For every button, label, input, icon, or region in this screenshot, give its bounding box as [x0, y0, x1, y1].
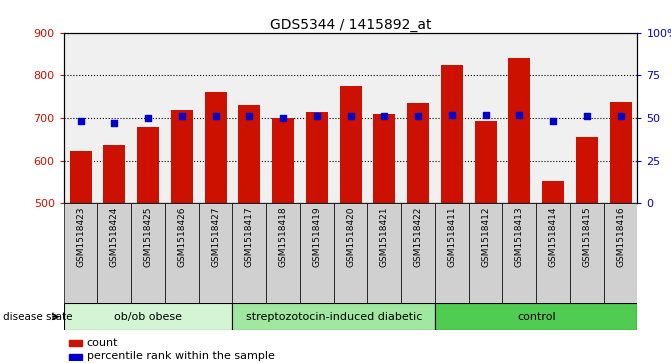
Bar — [536, 203, 570, 303]
Bar — [435, 203, 469, 303]
Point — [345, 113, 356, 119]
Bar — [441, 65, 463, 203]
Bar — [306, 111, 328, 203]
Point — [311, 113, 322, 119]
Bar — [373, 114, 395, 203]
Bar — [542, 181, 564, 203]
Bar — [407, 103, 429, 203]
Bar — [64, 303, 232, 330]
Text: GSM1518413: GSM1518413 — [515, 206, 524, 267]
Bar — [272, 118, 294, 203]
Text: GSM1518417: GSM1518417 — [245, 206, 254, 267]
Bar — [64, 203, 97, 303]
Text: GSM1518412: GSM1518412 — [481, 206, 490, 267]
Point — [109, 120, 119, 126]
Point — [244, 113, 255, 119]
Bar — [340, 86, 362, 203]
Point — [582, 113, 592, 119]
Point — [548, 118, 558, 124]
Bar — [503, 203, 536, 303]
Point — [210, 113, 221, 119]
Bar — [266, 203, 300, 303]
Bar — [604, 203, 637, 303]
Text: GSM1518425: GSM1518425 — [144, 206, 152, 267]
Text: GSM1518422: GSM1518422 — [413, 206, 423, 267]
Bar — [103, 145, 125, 203]
Title: GDS5344 / 1415892_at: GDS5344 / 1415892_at — [270, 18, 431, 32]
Bar — [610, 102, 631, 203]
Text: GSM1518420: GSM1518420 — [346, 206, 355, 267]
Point — [278, 115, 289, 121]
Bar — [70, 340, 82, 346]
Bar — [435, 303, 637, 330]
Text: GSM1518415: GSM1518415 — [582, 206, 591, 267]
Bar — [199, 203, 232, 303]
Point — [413, 113, 423, 119]
Bar — [570, 203, 604, 303]
Bar — [576, 137, 598, 203]
Text: GSM1518418: GSM1518418 — [278, 206, 288, 267]
Text: ob/ob obese: ob/ob obese — [114, 312, 182, 322]
Text: GSM1518421: GSM1518421 — [380, 206, 389, 267]
Bar — [300, 203, 333, 303]
Text: streptozotocin-induced diabetic: streptozotocin-induced diabetic — [246, 312, 422, 322]
Point — [446, 112, 457, 118]
Bar — [368, 203, 401, 303]
Bar — [171, 110, 193, 203]
Text: GSM1518426: GSM1518426 — [177, 206, 187, 267]
Point — [379, 113, 390, 119]
Point — [514, 112, 525, 118]
Bar — [469, 203, 503, 303]
Text: GSM1518423: GSM1518423 — [76, 206, 85, 267]
Text: count: count — [87, 338, 118, 348]
Bar — [137, 126, 159, 203]
Bar — [474, 121, 497, 203]
Point — [176, 113, 187, 119]
Text: GSM1518416: GSM1518416 — [616, 206, 625, 267]
Text: control: control — [517, 312, 556, 322]
Bar — [97, 203, 132, 303]
Bar — [232, 303, 435, 330]
Bar — [238, 105, 260, 203]
Bar — [232, 203, 266, 303]
Text: GSM1518411: GSM1518411 — [448, 206, 456, 267]
Bar — [509, 58, 530, 203]
Bar — [205, 93, 227, 203]
Text: GSM1518427: GSM1518427 — [211, 206, 220, 267]
Bar — [70, 151, 91, 203]
Bar — [333, 203, 368, 303]
Point — [480, 112, 491, 118]
Text: percentile rank within the sample: percentile rank within the sample — [87, 351, 274, 361]
Text: GSM1518419: GSM1518419 — [312, 206, 321, 267]
Text: disease state: disease state — [3, 312, 73, 322]
Point — [143, 115, 154, 121]
Bar — [70, 354, 82, 360]
Text: GSM1518414: GSM1518414 — [549, 206, 558, 267]
Bar — [132, 203, 165, 303]
Point — [75, 118, 86, 124]
Point — [615, 113, 626, 119]
Bar — [165, 203, 199, 303]
Text: GSM1518424: GSM1518424 — [110, 206, 119, 267]
Bar — [401, 203, 435, 303]
